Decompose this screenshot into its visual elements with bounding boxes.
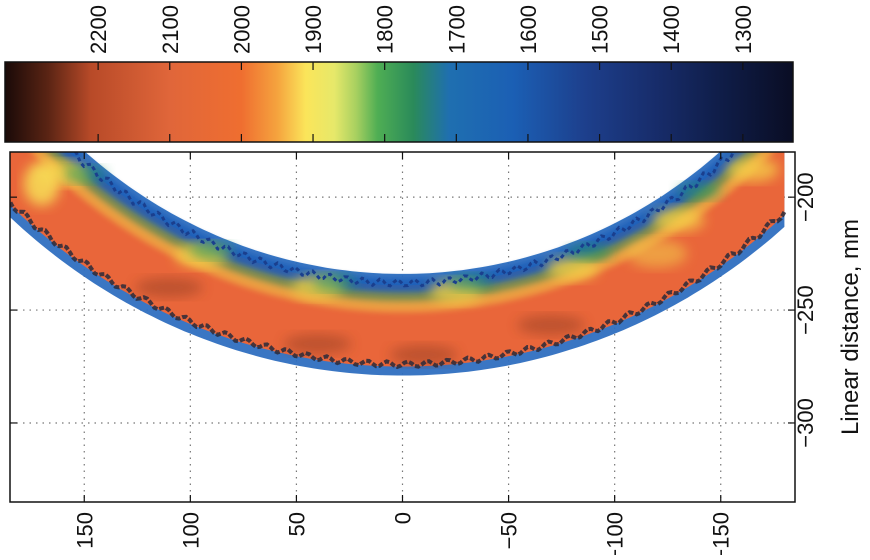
x-tick-label: 150: [72, 512, 97, 549]
heat-field: [10, 152, 787, 376]
colorbar-tick-label: 2000: [229, 5, 254, 54]
y-tick-label: −300: [793, 398, 818, 448]
warm-patch: [652, 207, 705, 232]
colorbar: 2200 2100 2000 1900 1800 1700 1600 1500 1400 1300: [4, 5, 794, 143]
y-tick-label: −250: [793, 285, 818, 335]
x-axis-ticks: 150 100 50 0 −50 −100 −150: [72, 152, 734, 560]
cool-patch: [567, 244, 612, 261]
y-tick-label: −200: [793, 172, 818, 222]
dark-patch: [517, 315, 586, 336]
plot-area: 150 100 50 0 −50 −100 −150 −200 −250 −300 Linear…: [9, 151, 864, 560]
colorbar-tick-label: 2100: [158, 5, 183, 54]
cool-patch: [677, 183, 722, 200]
dark-patch: [389, 344, 458, 365]
colorbar-ticks: 2200 2100 2000 1900 1800 1700 1600 1500 1400 1300: [86, 5, 756, 142]
colorbar-tick-label: 1300: [731, 5, 756, 54]
x-tick-label: −100: [603, 512, 628, 555]
colorbar-tick-label: 1600: [516, 5, 541, 54]
hot-yellow-right: [627, 239, 688, 268]
x-tick-label: 0: [391, 512, 416, 524]
colorbar-tick-label: 1400: [659, 5, 684, 54]
y-axis-label: Linear distance, mm: [837, 219, 864, 435]
dark-patch: [135, 277, 204, 298]
hot-yellow-left: [23, 161, 60, 206]
colorbar-tick-label: 2200: [86, 5, 111, 54]
colorbar-tick-label: 1700: [444, 5, 469, 54]
outer-edge-scallops: [10, 200, 787, 370]
y-axis-ticks: −200 −250 −300: [10, 172, 818, 448]
cool-patch: [448, 274, 493, 291]
warm-patch: [546, 256, 599, 281]
cool-patch: [62, 166, 107, 183]
colorbar-tick-label: 1500: [588, 5, 613, 54]
warm-patch: [726, 157, 779, 182]
colorbar-tick-label: 1900: [301, 5, 326, 54]
colorbar-gradient: [4, 61, 794, 143]
x-tick-label: 50: [284, 512, 309, 536]
cool-patch: [189, 242, 234, 259]
x-tick-label: 100: [178, 512, 203, 549]
inner-edge-scallops: [65, 152, 735, 288]
dark-patch: [283, 333, 352, 354]
x-tick-label: −50: [497, 512, 522, 549]
heat-band-body: [10, 152, 785, 367]
x-tick-label: −150: [709, 512, 734, 555]
colorbar-tick-label: 1800: [373, 5, 398, 54]
